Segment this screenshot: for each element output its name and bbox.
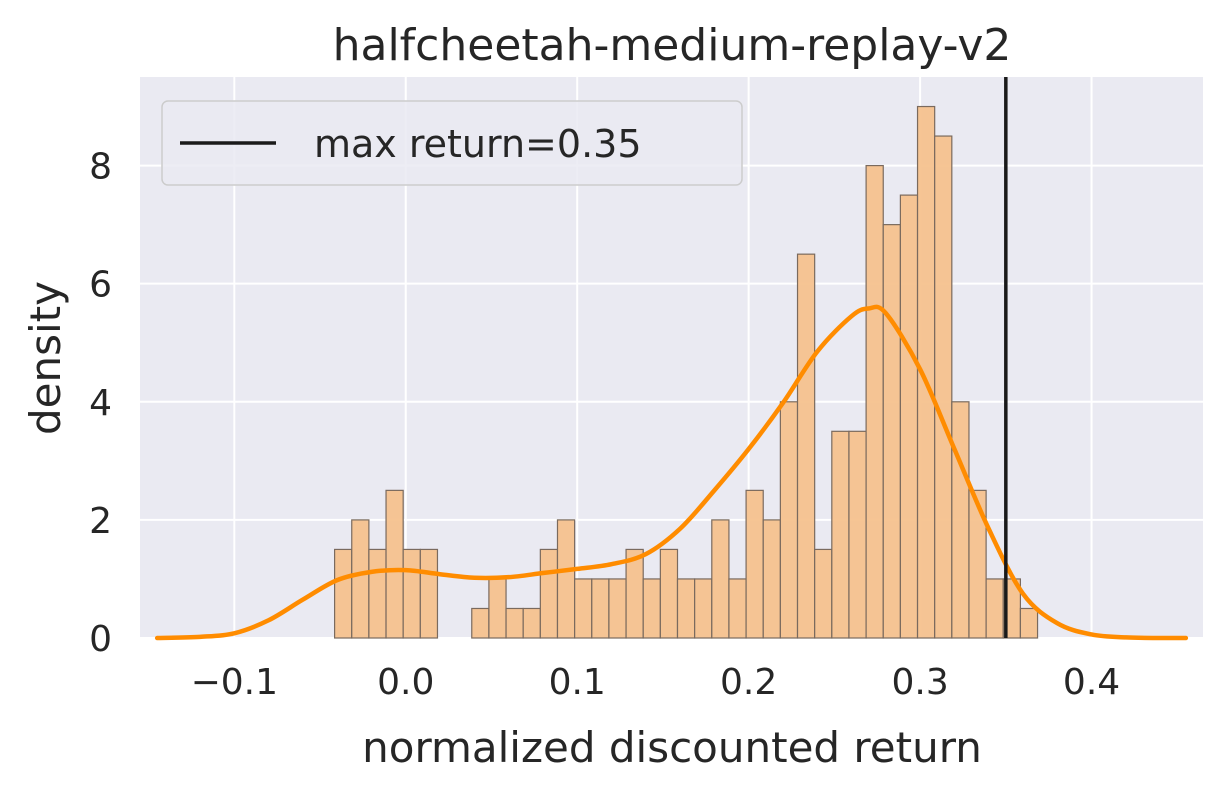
histogram-bar-26 [779,401,799,639]
y-axis-label: density [21,281,70,435]
histogram-bar-23 [728,578,747,639]
histogram-bar-31 [865,164,884,639]
histogram-bar-9 [488,578,507,639]
legend: max return=0.35 [161,100,743,186]
x-tick-label-4: 0.3 [891,662,948,703]
histogram-bar-8 [471,607,490,639]
histogram-bar-11 [522,607,541,639]
histogram-bar-36 [951,401,970,639]
histogram-bar-2 [368,548,387,639]
histogram-bar-24 [745,489,764,639]
x-axis-label: normalized discounted return [362,723,982,772]
chart-title: halfcheetah-medium-replay-v2 [333,20,1012,71]
x-tick-label-3: 0.2 [720,662,777,703]
histogram-bar-37 [968,489,987,639]
legend-box [161,100,743,186]
histogram-bar-15 [591,578,610,639]
x-tick-label-5: 0.4 [1063,662,1120,703]
histogram-bar-5 [419,548,439,639]
histogram-bar-20 [676,578,696,639]
x-tick-label-1: 0.0 [377,662,434,703]
histogram-bar-0 [333,548,353,639]
histogram-bar-12 [539,548,559,639]
histogram-bar-33 [899,194,919,639]
histogram-bar-1 [351,519,370,639]
kde-curve [154,304,1189,641]
y-tick-label-1: 2 [89,501,112,542]
histogram-bar-16 [608,578,627,639]
legend-label: max return=0.35 [314,122,642,166]
histogram-bar-28 [814,548,833,639]
x-tick-labels: −0.1 0.0 0.1 0.2 0.3 0.4 [191,662,1121,703]
histogram-bar-17 [625,548,644,639]
histogram-bar-3 [385,489,404,639]
y-tick-label-2: 4 [89,383,112,424]
y-tick-label-0: 0 [89,619,112,660]
histogram-bar-27 [796,253,816,639]
histogram-bar-19 [659,548,679,639]
x-tick-label-0: −0.1 [191,662,278,703]
histogram-bar-10 [505,607,524,639]
y-tick-label-4: 8 [89,147,112,188]
histogram-bar-32 [882,224,901,639]
histogram-bars [333,105,1039,639]
histogram-bar-35 [934,135,953,639]
histogram-bar-21 [694,578,713,639]
histogram-bar-30 [848,430,867,639]
histogram-bar-13 [556,519,576,639]
histogram-bar-29 [831,430,850,639]
y-tick-label-3: 6 [89,265,112,306]
histogram-bar-38 [985,578,1004,639]
y-tick-labels: 0 2 4 6 8 [89,147,112,660]
histogram-bar-40 [1019,607,1039,639]
histogram-bar-14 [574,578,593,639]
histogram-bar-4 [402,548,421,639]
histogram-bar-25 [762,519,781,639]
histogram-bar-22 [711,519,730,639]
histogram-bar-18 [642,578,661,639]
x-tick-label-2: 0.1 [549,662,606,703]
